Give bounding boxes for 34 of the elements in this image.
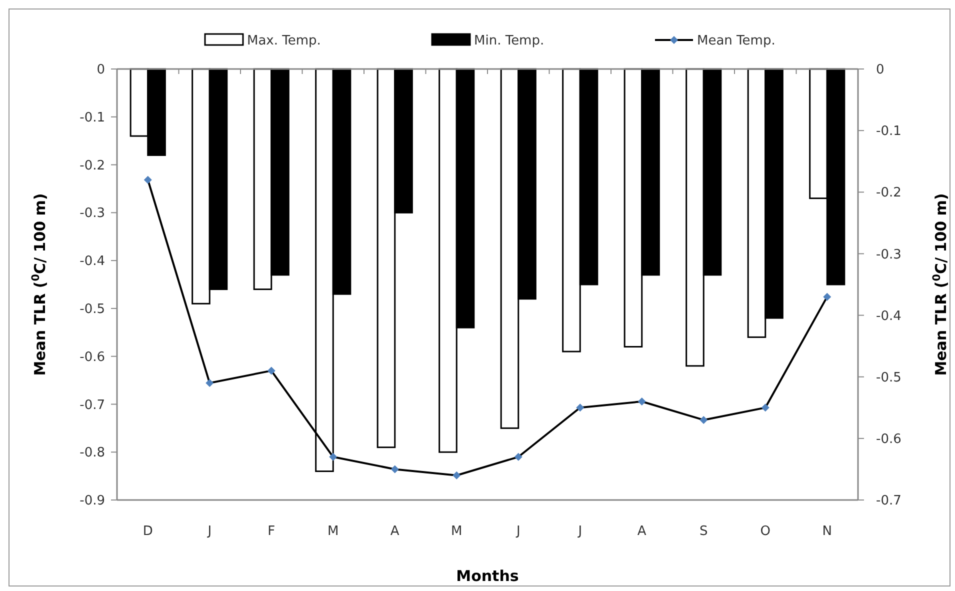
y-tick-label: -0.9 (80, 494, 105, 509)
y2-tick-label: -0.4 (876, 308, 902, 324)
y-tick-label: -0.1 (80, 110, 105, 126)
y-tick-label: -0.5 (80, 302, 105, 317)
y2-tick-label: -0.6 (876, 432, 902, 447)
x-tick-label: J (577, 524, 582, 539)
x-tick-label: D (142, 524, 153, 539)
y-tick-label: -0.8 (80, 446, 105, 461)
y2-tick-label: -0.7 (876, 494, 902, 509)
x-tick-label: A (637, 524, 646, 539)
y-tick-label: 0 (96, 62, 105, 78)
y2-tick-label: 0 (876, 62, 884, 78)
x-tick-label: O (760, 524, 770, 539)
legend-label: Min. Temp. (474, 34, 544, 49)
x-tick-label: N (822, 524, 832, 539)
x-tick-label: F (268, 524, 276, 539)
legend-label: Mean Temp. (697, 34, 776, 49)
x-axis-title: Months (456, 567, 519, 585)
legend-label: Max. Temp. (247, 34, 321, 49)
x-tick-label: J (206, 524, 212, 539)
y2-tick-label: -0.5 (876, 370, 902, 386)
x-tick-label: M (451, 524, 462, 539)
y-tick-label: -0.6 (80, 350, 105, 365)
x-tick-label: S (699, 524, 708, 539)
y-tick-label: -0.2 (80, 158, 105, 174)
y-tick-label: -0.3 (80, 206, 105, 222)
y-tick-label: -0.7 (80, 398, 105, 413)
x-tick-label: A (390, 524, 400, 539)
y-tick-label: -0.4 (80, 254, 105, 270)
y2-tick-label: -0.1 (876, 124, 902, 140)
x-tick-label: M (328, 524, 339, 539)
x-tick-label: J (515, 524, 520, 539)
y2-tick-label: -0.3 (876, 247, 902, 262)
y2-tick-label: -0.2 (876, 186, 902, 201)
